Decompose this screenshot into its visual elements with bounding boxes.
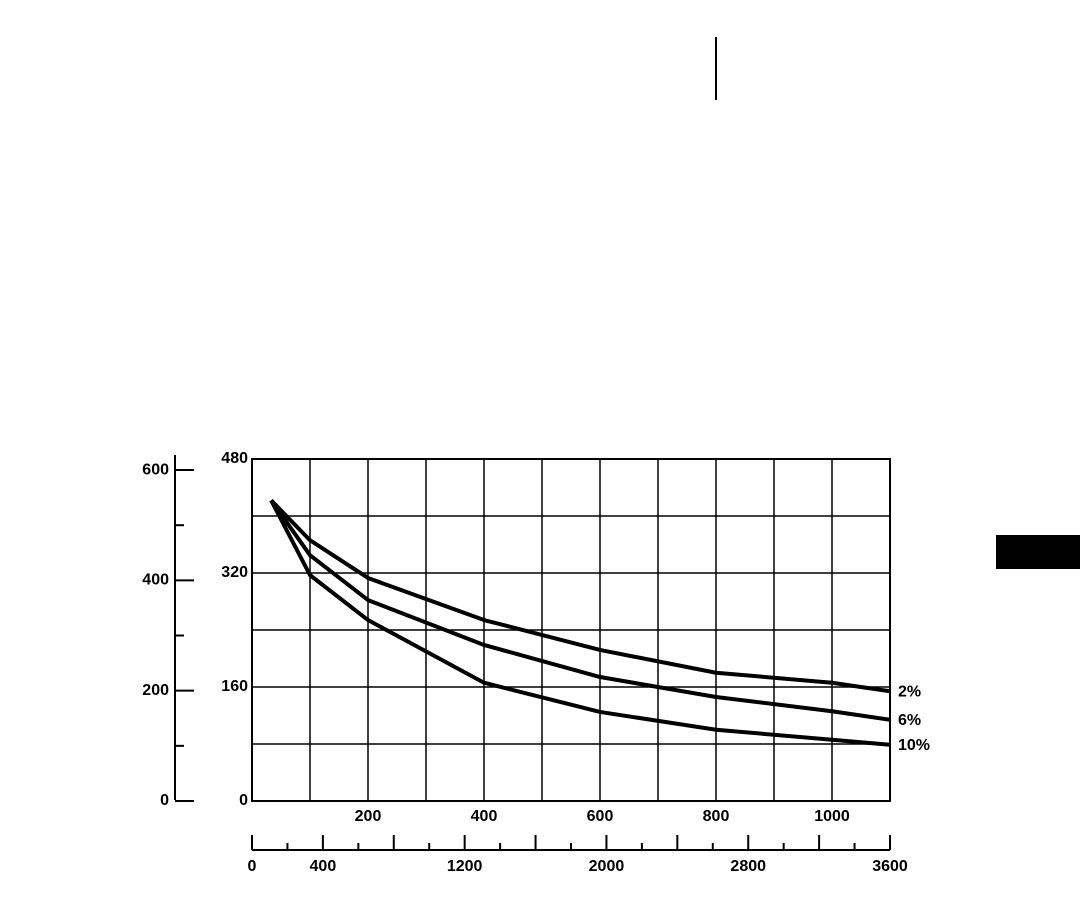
y2-tick-label: 400 xyxy=(142,572,169,589)
x2-tick-label: 2800 xyxy=(730,858,766,875)
y-tick-label: 160 xyxy=(221,678,248,695)
x2-tick-label: 1200 xyxy=(447,858,483,875)
x2-tick-label: 3600 xyxy=(872,858,908,875)
y-tick-label: 320 xyxy=(221,564,248,581)
x2-tick-label: 2000 xyxy=(589,858,625,875)
x2-tick-label: 0 xyxy=(248,858,257,875)
x-tick-label: 1000 xyxy=(814,808,850,825)
y-tick-label: 480 xyxy=(221,450,248,467)
series-label: 10% xyxy=(898,737,930,754)
x-tick-label: 200 xyxy=(355,808,382,825)
series-line xyxy=(269,498,891,694)
y2-tick-label: 200 xyxy=(142,682,169,699)
y2-tick-label: 0 xyxy=(160,792,169,809)
series-line xyxy=(269,499,891,747)
x-tick-label: 800 xyxy=(703,808,730,825)
x-tick-label: 400 xyxy=(471,808,498,825)
series-line xyxy=(269,499,891,722)
y2-tick-label: 600 xyxy=(142,461,169,478)
series-label: 2% xyxy=(898,683,921,700)
tab-marker xyxy=(996,535,1080,569)
series-label: 6% xyxy=(898,712,921,729)
y-tick-label: 0 xyxy=(239,792,248,809)
x2-tick-label: 400 xyxy=(310,858,337,875)
x-tick-label: 600 xyxy=(587,808,614,825)
